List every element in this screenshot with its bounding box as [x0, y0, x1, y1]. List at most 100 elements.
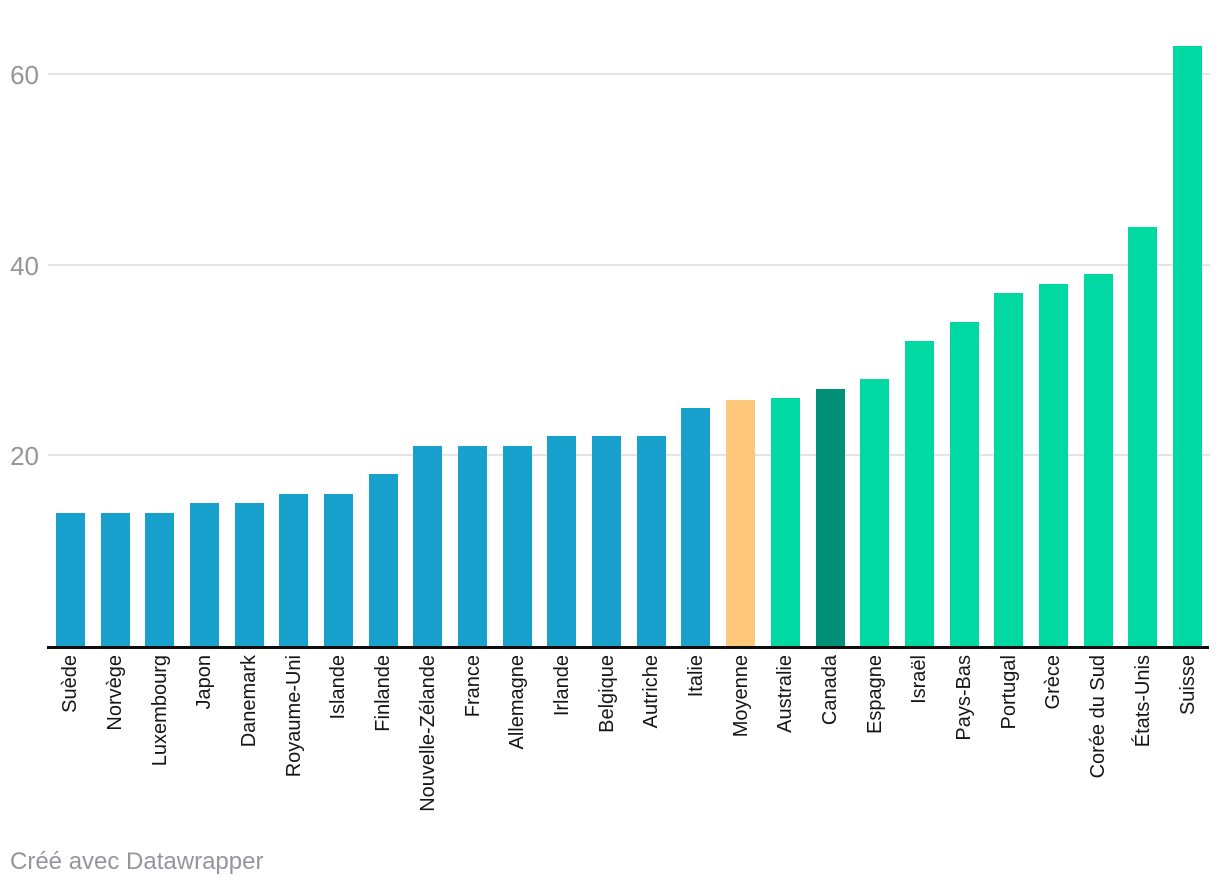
bar-slot: [495, 0, 540, 646]
bar-slot: [674, 0, 719, 646]
y-tick-label: 60: [10, 60, 39, 91]
x-axis-label: Finlande: [372, 655, 395, 732]
bar-Japon[interactable]: [189, 503, 219, 646]
y-tick-label: 40: [10, 250, 39, 281]
bar-slot: [852, 0, 897, 646]
x-label-slot: Italie: [674, 655, 719, 830]
x-label-slot: Suisse: [1165, 655, 1210, 830]
x-label-slot: Norvège: [93, 655, 138, 830]
x-axis-label: Norvège: [104, 655, 127, 731]
bar-slot: [808, 0, 853, 646]
bar-slot: [406, 0, 451, 646]
x-axis-line: [47, 646, 1209, 649]
bar-slot: [1121, 0, 1166, 646]
gridline: [48, 73, 1210, 76]
bar-slot: [182, 0, 227, 646]
bar-Suisse[interactable]: [1173, 45, 1203, 646]
bar-Belgique[interactable]: [592, 436, 622, 646]
bar-Portugal[interactable]: [994, 293, 1024, 646]
bar-Royaume-Uni[interactable]: [279, 493, 309, 646]
x-axis-label: Autriche: [640, 655, 663, 729]
x-axis-label: Danemark: [238, 655, 261, 748]
x-axis-label: Suède: [59, 655, 82, 713]
x-axis-label: Italie: [684, 655, 707, 698]
bar-Grèce[interactable]: [1038, 283, 1068, 646]
x-axis-label: Japon: [193, 655, 216, 710]
x-label-slot: Belgique: [584, 655, 629, 830]
x-axis-label: Espagne: [863, 655, 886, 734]
bar-Israël[interactable]: [904, 341, 934, 646]
bar-Espagne[interactable]: [860, 379, 890, 646]
x-axis-label: États-Unis: [1131, 655, 1154, 748]
bar-slot: [584, 0, 629, 646]
x-label-slot: États-Unis: [1121, 655, 1166, 830]
bar-Nouvelle-Zélande[interactable]: [413, 445, 443, 646]
bar-slot: [1031, 0, 1076, 646]
x-label-slot: Espagne: [852, 655, 897, 830]
bar-slot: [629, 0, 674, 646]
x-label-slot: Royaume-Uni: [271, 655, 316, 830]
x-label-slot: Corée du Sud: [1076, 655, 1121, 830]
bar-Islande[interactable]: [323, 493, 353, 646]
x-axis-label: Suisse: [1176, 655, 1199, 716]
x-label-slot: Autriche: [629, 655, 674, 830]
x-axis-label: Pays-Bas: [953, 655, 976, 741]
x-label-slot: Japon: [182, 655, 227, 830]
bar-slot: [1165, 0, 1210, 646]
x-axis-label: Belgique: [595, 655, 618, 733]
bar-slot: [48, 0, 93, 646]
x-label-slot: Suède: [48, 655, 93, 830]
bar-Allemagne[interactable]: [502, 445, 532, 646]
x-axis-label: Islande: [327, 655, 350, 720]
x-label-slot: Moyenne: [718, 655, 763, 830]
bar-Luxembourg[interactable]: [145, 512, 175, 646]
bar-slot: [986, 0, 1031, 646]
x-label-slot: Pays-Bas: [942, 655, 987, 830]
bar-slot: [450, 0, 495, 646]
bar-slot: [137, 0, 182, 646]
gridline: [48, 263, 1210, 266]
bar-Canada[interactable]: [815, 388, 845, 646]
x-axis-label: Allemagne: [506, 655, 529, 750]
x-axis-label: France: [461, 655, 484, 718]
bar-slot: [271, 0, 316, 646]
bar-Pays-Bas[interactable]: [949, 321, 979, 646]
bar-Corée du Sud[interactable]: [1083, 274, 1113, 646]
x-label-slot: France: [450, 655, 495, 830]
x-label-slot: Nouvelle-Zélande: [406, 655, 451, 830]
x-label-slot: Luxembourg: [137, 655, 182, 830]
bar-Moyenne[interactable]: [726, 400, 756, 646]
bar-slot: [718, 0, 763, 646]
x-axis-labels: Suède Norvège Luxembourg Japon Danemark Royau…: [48, 655, 1210, 830]
bar-slot: [897, 0, 942, 646]
x-label-slot: Islande: [316, 655, 361, 830]
bars-layer: [48, 0, 1210, 646]
bar-Autriche[interactable]: [636, 436, 666, 646]
bar-Irlande[interactable]: [547, 436, 577, 646]
x-label-slot: Grèce: [1031, 655, 1076, 830]
x-label-slot: Danemark: [227, 655, 272, 830]
y-tick-label: 20: [10, 441, 39, 472]
bar-slot: [540, 0, 585, 646]
x-axis-label: Irlande: [550, 655, 573, 717]
bar-États-Unis[interactable]: [1128, 226, 1158, 646]
x-axis-label: Grèce: [1042, 655, 1065, 710]
x-axis-label: Nouvelle-Zélande: [416, 655, 439, 812]
bar-slot: [942, 0, 987, 646]
x-label-slot: Finlande: [361, 655, 406, 830]
bar-France[interactable]: [458, 445, 488, 646]
bar-slot: [1076, 0, 1121, 646]
x-axis-label: Royaume-Uni: [282, 655, 305, 778]
footer-credit[interactable]: Créé avec Datawrapper: [10, 848, 264, 875]
bar-Norvège[interactable]: [100, 512, 130, 646]
x-axis-label: Moyenne: [729, 655, 752, 738]
bar-Australie[interactable]: [770, 398, 800, 646]
bar-slot: [361, 0, 406, 646]
bar-slot: [763, 0, 808, 646]
bar-Danemark[interactable]: [234, 503, 264, 646]
bar-Italie[interactable]: [681, 407, 711, 646]
bar-Finlande[interactable]: [368, 474, 398, 646]
bar-Suède[interactable]: [55, 512, 85, 646]
bar-slot: [227, 0, 272, 646]
